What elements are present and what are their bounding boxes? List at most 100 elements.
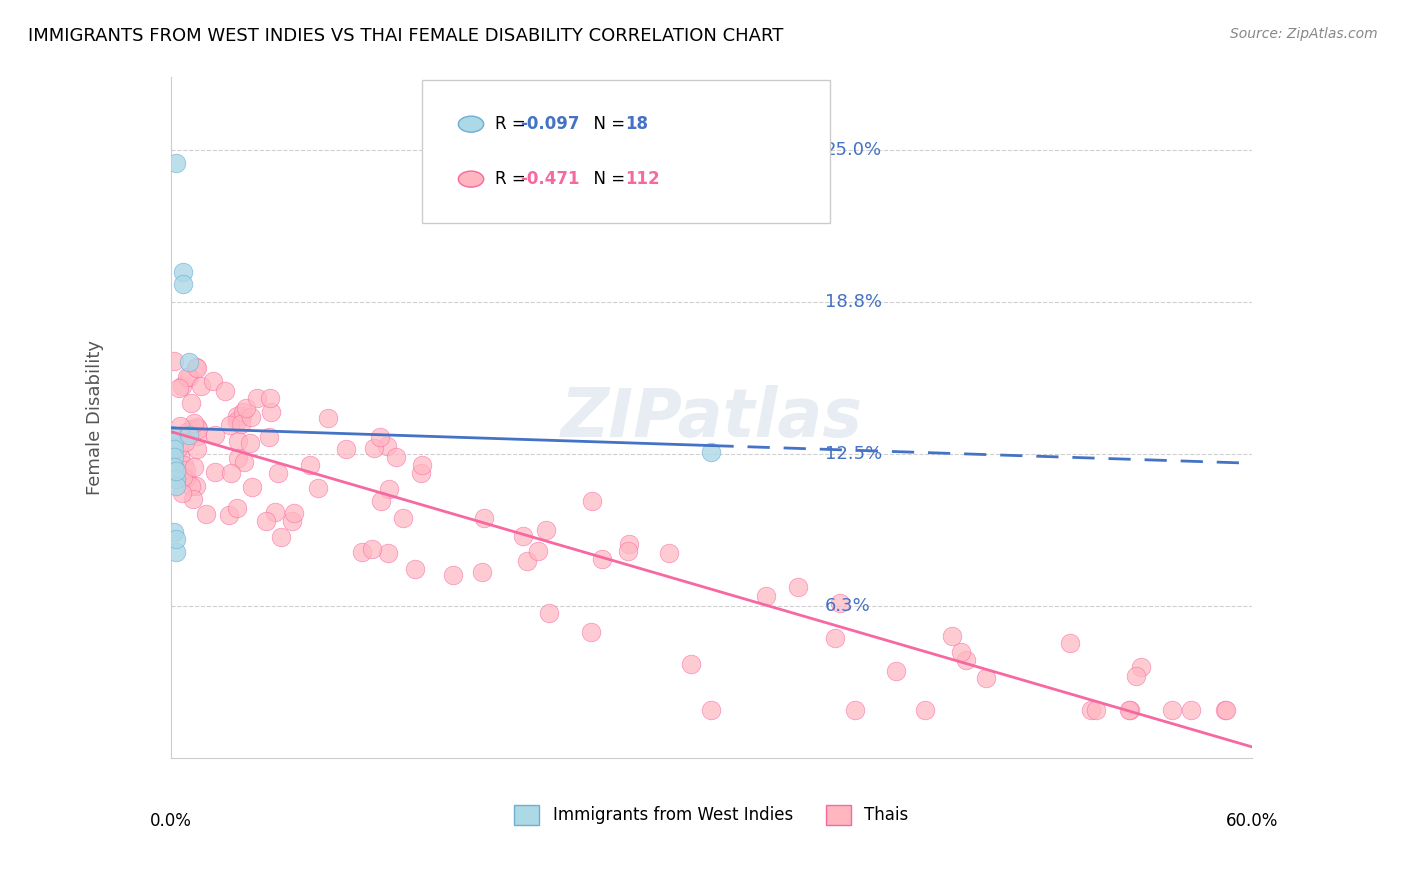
- Point: [681, 657, 703, 671]
- Point: [204, 427, 226, 442]
- Point: [233, 455, 256, 469]
- Point: [1084, 703, 1107, 717]
- Point: [534, 523, 557, 537]
- Text: 0.0%: 0.0%: [149, 812, 191, 830]
- Point: [162, 440, 184, 454]
- Point: [226, 434, 249, 449]
- Point: [246, 392, 269, 406]
- Point: [824, 632, 846, 646]
- Text: 18.8%: 18.8%: [825, 293, 882, 311]
- Point: [391, 511, 413, 525]
- Point: [187, 422, 209, 436]
- Text: 60.0%: 60.0%: [1226, 812, 1278, 830]
- Text: 112: 112: [626, 170, 661, 188]
- Point: [180, 479, 202, 493]
- Point: [377, 440, 399, 454]
- Point: [976, 672, 998, 686]
- Point: [1059, 636, 1081, 650]
- Text: R =: R =: [495, 170, 531, 188]
- Point: [186, 420, 208, 434]
- Point: [307, 481, 329, 495]
- Point: [363, 441, 385, 455]
- Point: [202, 374, 225, 388]
- Point: [174, 470, 197, 484]
- Text: ZIPatlas: ZIPatlas: [561, 384, 862, 450]
- Point: [260, 405, 283, 419]
- Point: [700, 703, 723, 717]
- Point: [186, 360, 208, 375]
- Point: [949, 645, 972, 659]
- Point: [177, 369, 200, 384]
- Point: [377, 546, 399, 560]
- Point: [360, 541, 382, 556]
- Point: [186, 428, 208, 442]
- Point: [218, 508, 240, 522]
- Point: [163, 435, 186, 450]
- Point: [259, 392, 281, 406]
- Point: [350, 545, 373, 559]
- Point: [231, 417, 253, 431]
- Point: [221, 466, 243, 480]
- Point: [526, 543, 548, 558]
- Point: [163, 459, 186, 474]
- Text: N =: N =: [583, 115, 631, 133]
- Point: [283, 506, 305, 520]
- Point: [165, 544, 187, 558]
- Point: [173, 458, 195, 472]
- Point: [281, 515, 304, 529]
- Point: [173, 434, 195, 449]
- Point: [174, 463, 197, 477]
- Point: [163, 525, 186, 540]
- Point: [368, 430, 391, 444]
- Point: [267, 466, 290, 480]
- Point: [190, 379, 212, 393]
- Point: [270, 530, 292, 544]
- Text: IMMIGRANTS FROM WEST INDIES VS THAI FEMALE DISABILITY CORRELATION CHART: IMMIGRANTS FROM WEST INDIES VS THAI FEMA…: [28, 27, 783, 45]
- Point: [316, 410, 339, 425]
- Point: [886, 665, 908, 679]
- Point: [177, 355, 200, 369]
- Point: [411, 458, 433, 472]
- Point: [165, 155, 187, 169]
- Point: [299, 458, 322, 473]
- Point: [581, 493, 603, 508]
- Point: [512, 529, 534, 543]
- Point: [165, 533, 187, 547]
- Point: [183, 416, 205, 430]
- Point: [914, 703, 936, 717]
- Point: [172, 265, 194, 279]
- Point: [263, 505, 285, 519]
- Point: [231, 409, 253, 423]
- Point: [385, 450, 408, 464]
- Point: [172, 378, 194, 392]
- Point: [1125, 669, 1147, 683]
- Point: [335, 442, 357, 457]
- Text: N =: N =: [583, 170, 631, 188]
- Point: [844, 703, 866, 717]
- Point: [537, 607, 560, 621]
- Point: [658, 545, 681, 559]
- Point: [828, 596, 851, 610]
- Point: [184, 359, 207, 374]
- Point: [226, 414, 249, 428]
- Point: [617, 537, 640, 551]
- Point: [169, 450, 191, 464]
- Point: [176, 425, 198, 439]
- Text: 18: 18: [626, 115, 648, 133]
- Point: [226, 450, 249, 465]
- Text: Female Disability: Female Disability: [86, 341, 104, 495]
- Point: [404, 562, 426, 576]
- Text: Source: ZipAtlas.com: Source: ZipAtlas.com: [1230, 27, 1378, 41]
- Point: [165, 472, 187, 486]
- Point: [239, 409, 262, 424]
- Point: [617, 543, 640, 558]
- Point: [471, 565, 494, 579]
- Point: [257, 430, 280, 444]
- Point: [186, 442, 208, 456]
- Point: [579, 625, 602, 640]
- Text: 25.0%: 25.0%: [825, 142, 882, 160]
- Point: [787, 580, 810, 594]
- Point: [186, 479, 208, 493]
- Point: [204, 466, 226, 480]
- Point: [1130, 660, 1153, 674]
